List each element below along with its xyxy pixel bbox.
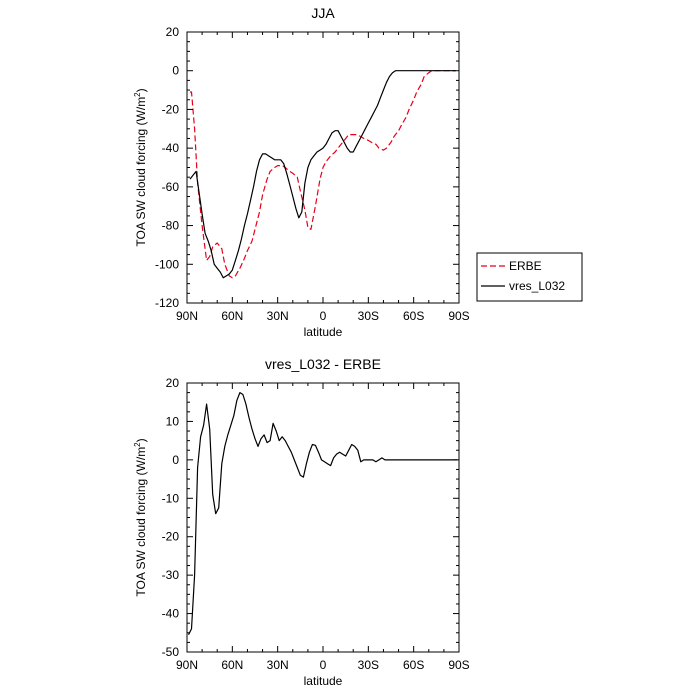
x-tick-label: 60N [221, 309, 243, 323]
chart-title: JJA [311, 5, 335, 21]
x-tick-label: 0 [320, 658, 327, 672]
y-tick-label: -100 [155, 257, 179, 271]
x-tick-label: 30N [267, 309, 289, 323]
series-line-series-0 [187, 392, 458, 635]
y-tick-label: -40 [162, 141, 180, 155]
x-tick-label: 60S [403, 309, 424, 323]
y-tick-label: -40 [162, 607, 180, 621]
series-line-erbe [190, 70, 455, 279]
series-line-vres-l032 [189, 70, 456, 279]
y-tick-label: -120 [155, 296, 179, 310]
y-tick-label: 20 [166, 376, 180, 390]
x-axis-label: latitude [304, 674, 343, 688]
series-group [189, 70, 456, 279]
y-tick-label: 20 [166, 25, 180, 39]
y-tick-label: -50 [162, 645, 180, 659]
y-axis-label-main: TOA SW cloud forcing (W/m [134, 97, 148, 247]
y-tick-label: -80 [162, 219, 180, 233]
x-tick-label: 90S [448, 658, 469, 672]
y-axis-label: TOA SW cloud forcing (W/m2) [133, 438, 148, 596]
x-tick-label: 90S [448, 309, 469, 323]
x-tick-label: 0 [320, 309, 327, 323]
series-group [187, 392, 458, 635]
legend-entry-label: ERBE [509, 259, 542, 273]
y-axis-label-main: TOA SW cloud forcing (W/m [134, 447, 148, 597]
y-tick-label: -10 [162, 491, 180, 505]
x-tick-label: 60N [221, 658, 243, 672]
x-axis-label: latitude [304, 325, 343, 339]
y-tick-label: -20 [162, 530, 180, 544]
y-tick-label: 0 [172, 64, 179, 78]
chart-title: vres_L032 - ERBE [265, 356, 381, 372]
y-tick-label: 0 [172, 453, 179, 467]
x-tick-label: 30S [358, 309, 379, 323]
y-tick-label: -60 [162, 180, 180, 194]
x-tick-label: 30N [267, 658, 289, 672]
plot-frame [186, 382, 460, 653]
top-panel-jja: JJA 90N 60N 30N 0 30S 60S 90S 20 0 -20 -40 -60 -80 -10… [133, 5, 470, 339]
y-axis-label: TOA SW cloud forcing (W/m2) [133, 88, 148, 246]
y-axis-label-superscript: 2 [133, 92, 142, 97]
x-tick-label: 60S [403, 658, 424, 672]
legend-box [476, 252, 583, 302]
y-tick-label: -30 [162, 568, 180, 582]
y-axis-label-end: ) [134, 438, 148, 442]
bottom-panel-difference: vres_L032 - ERBE 90N 60N 30N 0 30S 60S 90S 20 10 0… [133, 356, 470, 688]
y-tick-label: -20 [162, 102, 180, 116]
legend-entry-label: vres_L032 [509, 279, 565, 293]
x-tick-label: 90N [176, 309, 198, 323]
y-axis-label-superscript: 2 [133, 442, 142, 447]
x-tick-label: 30S [358, 658, 379, 672]
legend: ERBE vres_L032 [476, 252, 583, 302]
y-axis-label-end: ) [134, 88, 148, 92]
y-tick-label: 10 [166, 414, 180, 428]
x-tick-label: 90N [176, 658, 198, 672]
